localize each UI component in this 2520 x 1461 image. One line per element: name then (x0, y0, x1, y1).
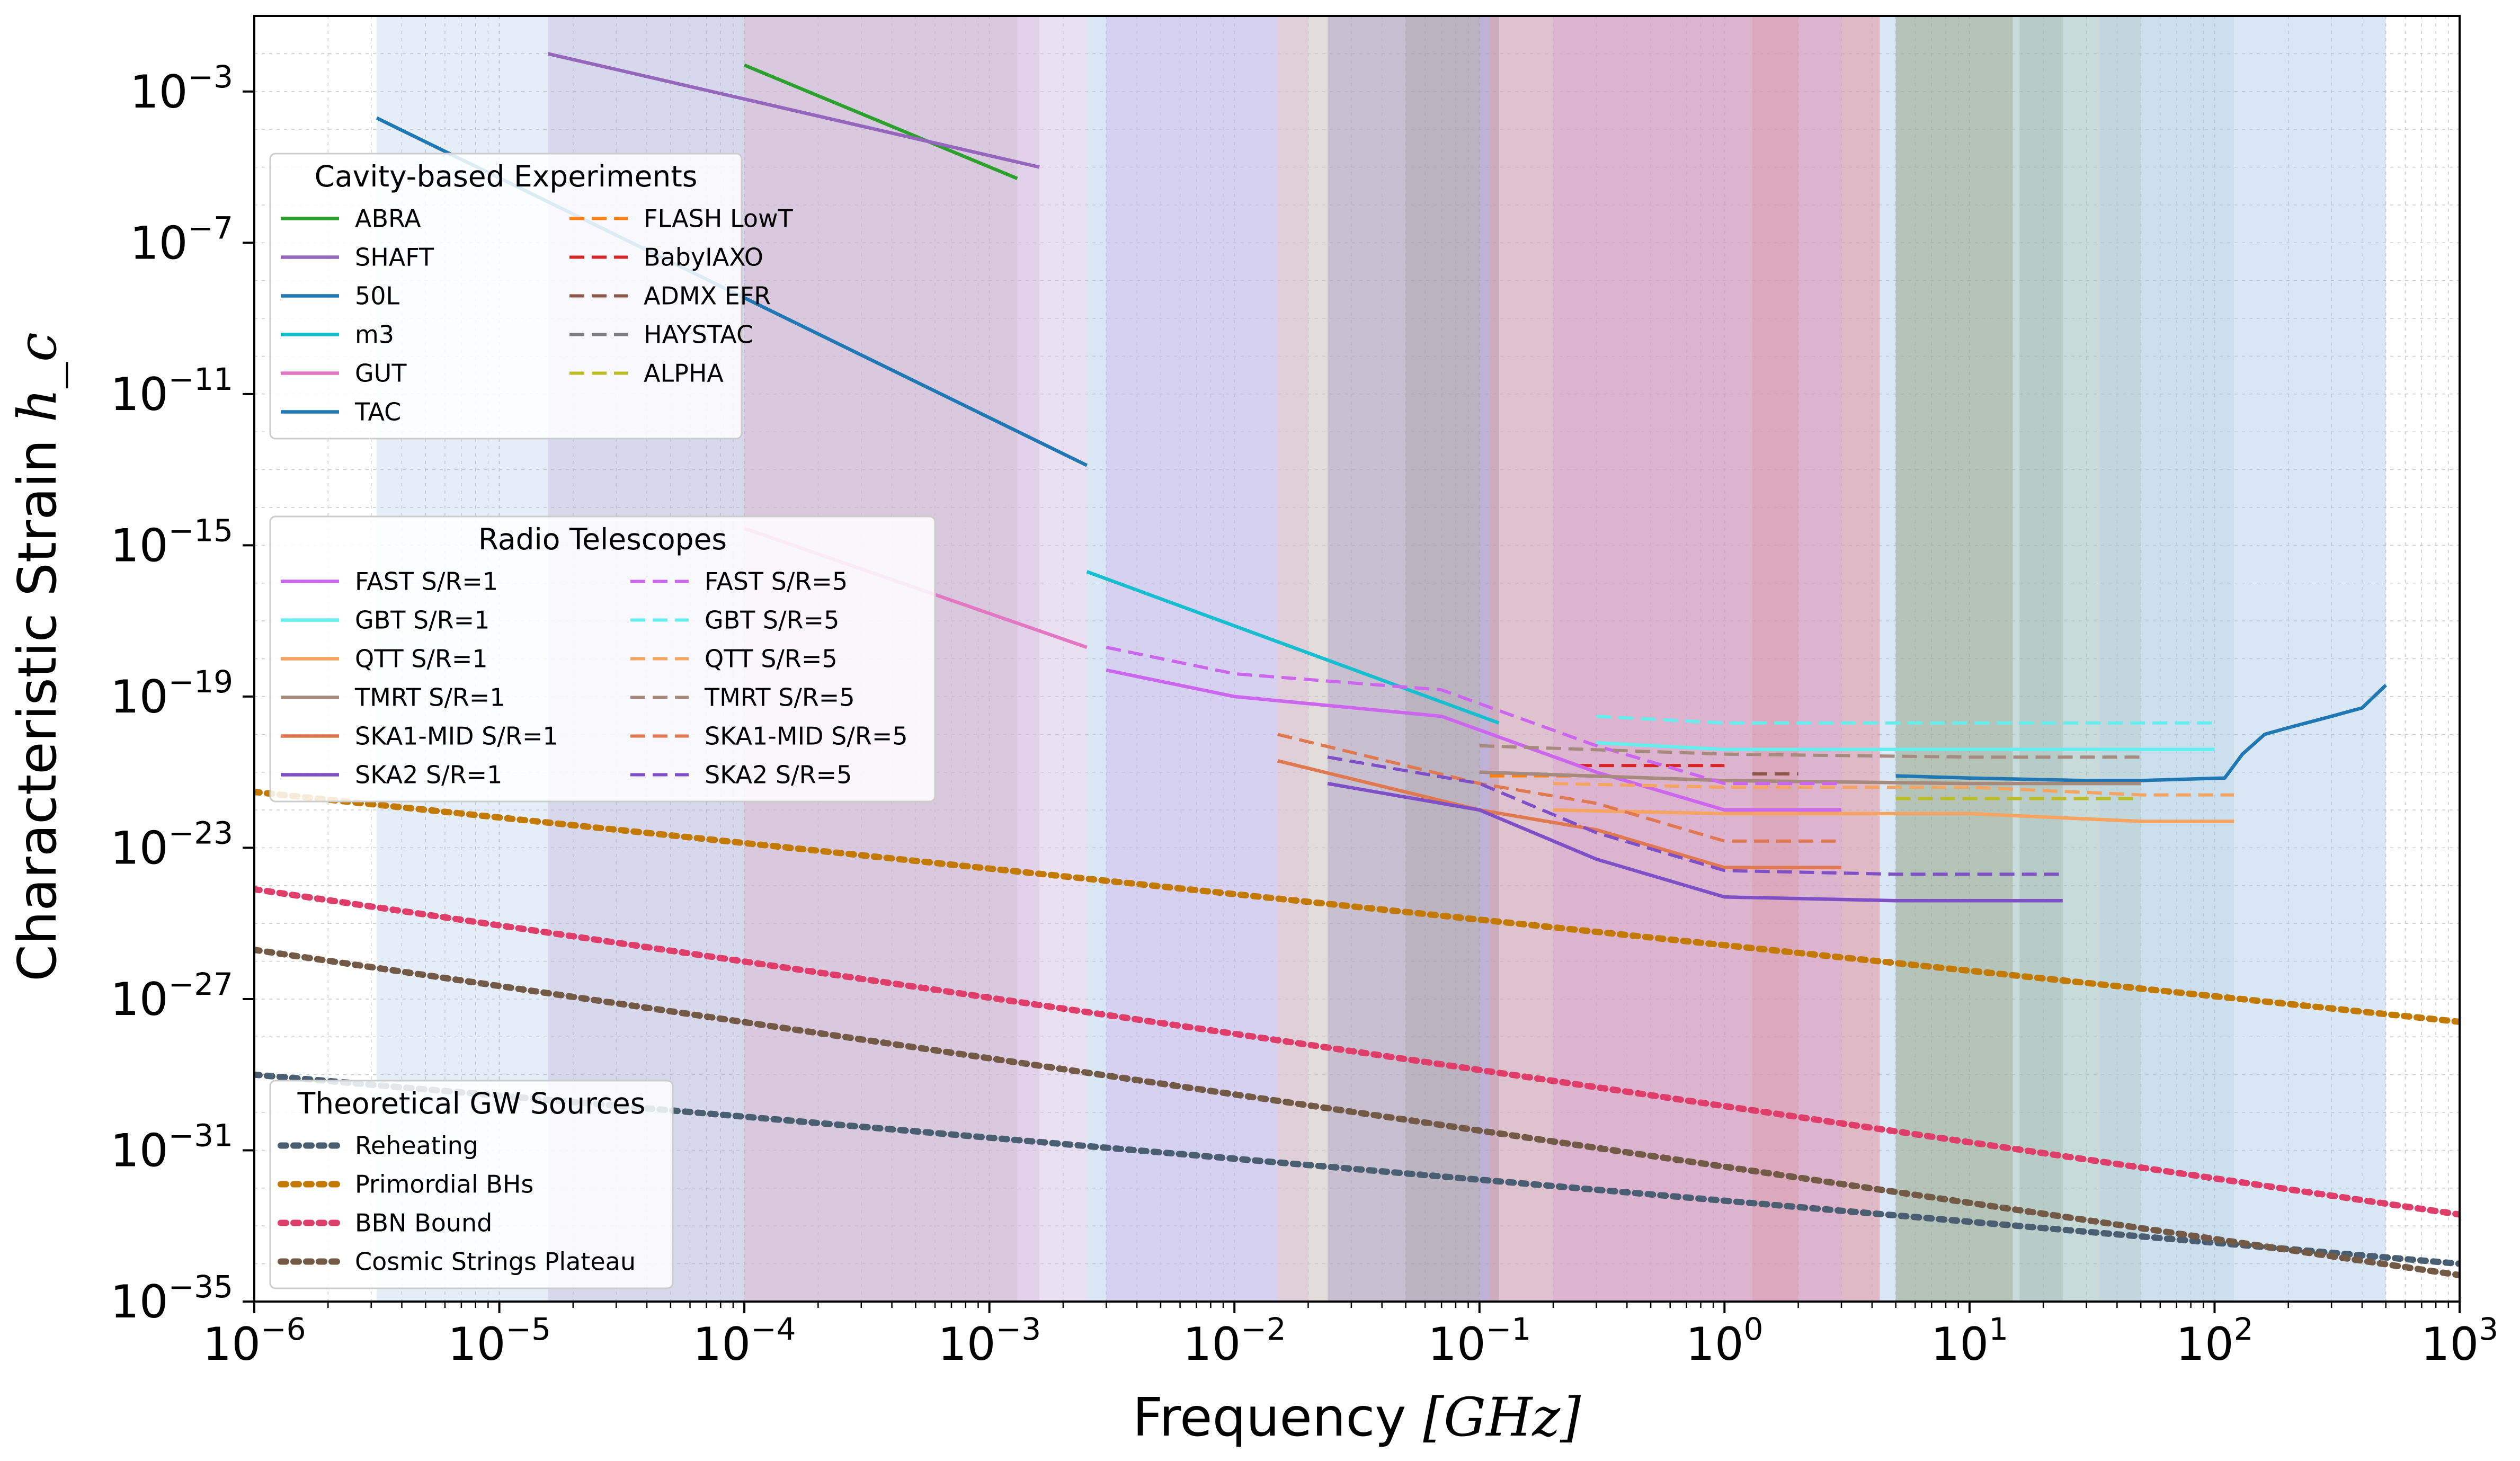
sensitivity-region-6 (1106, 16, 1308, 1302)
legends: Cavity-based Experiments ABRA SHAFT 50L m3 GU… (269, 153, 936, 1289)
sensitivity-region-17 (2099, 16, 2234, 1302)
y-tick-label: 10−11 (110, 361, 233, 421)
series-primordial-bhs (254, 789, 2460, 1025)
legend-label: SKA1-MID S/R=1 (355, 722, 558, 751)
legend-label: HAYSTAC (644, 320, 753, 349)
x-tick-label: 100 (1686, 1311, 1763, 1371)
sensitivity-region-12 (1479, 16, 1842, 1302)
series-fast-s-r-1 (1106, 668, 1841, 812)
legend-label: SHAFT (355, 243, 434, 272)
legend-label: SKA2 S/R=5 (705, 761, 852, 789)
y-axis-label: Characteristic Strain h_c (6, 332, 68, 982)
legend-label: TMRT S/R=5 (704, 683, 855, 712)
legend-radio-telescopes: Radio Telescopes FAST S/R=1 GBT S/R=1 QTT S… (269, 515, 936, 803)
legend-label: Reheating (355, 1132, 478, 1160)
y-tick-label: 10−7 (130, 210, 233, 270)
legend-label: TAC (354, 398, 401, 426)
legend-frame (269, 515, 936, 803)
legend-cavity-based-experiments: Cavity-based Experiments ABRA SHAFT 50L m3 GU… (269, 153, 794, 440)
sensitivity-region-14 (1895, 16, 2013, 1302)
x-tick-label: 102 (2176, 1311, 2253, 1371)
legend-label: SKA1-MID S/R=5 (705, 722, 908, 751)
y-tick-label: 10−19 (110, 664, 233, 724)
x-tick-label: 10−2 (1183, 1311, 1286, 1371)
series-fast-s-r-5 (1106, 646, 1841, 786)
legend-title: Cavity-based Experiments (315, 159, 698, 193)
legend-label: GBT S/R=5 (705, 606, 839, 635)
legend-label: SKA2 S/R=1 (355, 761, 502, 789)
plot-frame (253, 15, 2461, 1303)
sensitivity-region-5 (1087, 16, 2386, 1302)
legend-label: GBT S/R=1 (355, 606, 489, 635)
legend-frame (269, 1080, 674, 1289)
x-tick-label: 103 (2421, 1311, 2498, 1371)
legend-label: QTT S/R=1 (355, 645, 488, 673)
sensitivity-region-10 (1489, 16, 1880, 1302)
series-ska2-s-r-5 (1327, 755, 2063, 876)
legend-label: TMRT S/R=1 (354, 683, 505, 712)
axis-ticks (243, 90, 2461, 1313)
series-qtt-s-r-5 (1553, 782, 2234, 797)
legend-label: FLASH LowT (644, 204, 794, 233)
series-ska1-mid-s-r-5 (1277, 733, 1841, 843)
x-tick-label: 10−6 (203, 1311, 306, 1371)
sensitivity-region-7 (1277, 16, 1480, 1302)
sensitivity-region-8 (1328, 16, 1499, 1302)
series-bbn-bound (254, 886, 2460, 1218)
series-gbt-s-r-5 (1596, 715, 2215, 725)
series-tmrt-s-r-1 (1479, 770, 2141, 786)
legend-label: FAST S/R=1 (355, 567, 498, 596)
series-tmrt-s-r-5 (1479, 744, 2141, 759)
x-tick-label: 10−5 (448, 1311, 551, 1371)
series-tac (1895, 684, 2388, 782)
legend-label: BabyIAXO (644, 243, 763, 272)
series-gbt-s-r-1 (1596, 741, 2215, 751)
series-cosmic-strings-plateau (254, 947, 2460, 1279)
sensitivity-region-16 (1895, 16, 2141, 1302)
y-tick-label: 10−35 (110, 1269, 233, 1329)
series-m3 (1086, 570, 1500, 725)
sensitivity-region-13 (1752, 16, 1798, 1302)
legend-label: BBN Bound (355, 1209, 492, 1237)
legend-label: QTT S/R=5 (705, 645, 838, 673)
y-tick-label: 10−15 (110, 512, 233, 572)
y-tick-label: 10−3 (130, 59, 233, 119)
legend-label: ADMX EFR (644, 282, 771, 310)
x-tick-label: 10−3 (938, 1311, 1041, 1371)
y-tick-labels: 10−3 10−7 10−11 10−15 10−19 10−23 10−27 10−31 10… (110, 59, 233, 1329)
legend-title: Theoretical GW Sources (297, 1086, 646, 1120)
sensitivity-region-9 (1405, 16, 1499, 1302)
legend-label: 50L (355, 282, 400, 310)
series-ska1-mid-s-r-1 (1277, 759, 1841, 869)
series-abra (743, 63, 1018, 181)
series-shaft (547, 52, 1040, 169)
legend-label: m3 (355, 320, 394, 349)
x-axis-label: Frequency [GHz] (1133, 1386, 1581, 1448)
series-ska2-s-r-1 (1327, 781, 2063, 903)
legend-label: Cosmic Strings Plateau (355, 1248, 636, 1276)
legend-frame (269, 153, 743, 440)
legend-label: ABRA (355, 204, 421, 233)
x-tick-label: 10−1 (1428, 1311, 1531, 1371)
legend-label: ALPHA (644, 359, 724, 388)
sensitivity-region-15 (2019, 16, 2063, 1302)
y-tick-label: 10−27 (110, 966, 233, 1026)
legend-label: Primordial BHs (355, 1170, 533, 1199)
x-tick-labels: 10−6 10−5 10−4 10−3 10−2 10−1 100 101 102 103 (203, 1311, 2499, 1371)
legend-title: Radio Telescopes (478, 522, 727, 556)
x-tick-label: 101 (1931, 1311, 2008, 1371)
legend-theoretical-gw-sources: Theoretical GW Sources Reheating Primordia… (269, 1080, 674, 1289)
legend-label: GUT (355, 359, 407, 388)
legend-label: FAST S/R=5 (705, 567, 848, 596)
x-tick-label: 10−4 (693, 1311, 796, 1371)
y-tick-label: 10−31 (110, 1117, 233, 1177)
y-tick-label: 10−23 (110, 815, 233, 875)
series-qtt-s-r-1 (1553, 808, 2234, 823)
